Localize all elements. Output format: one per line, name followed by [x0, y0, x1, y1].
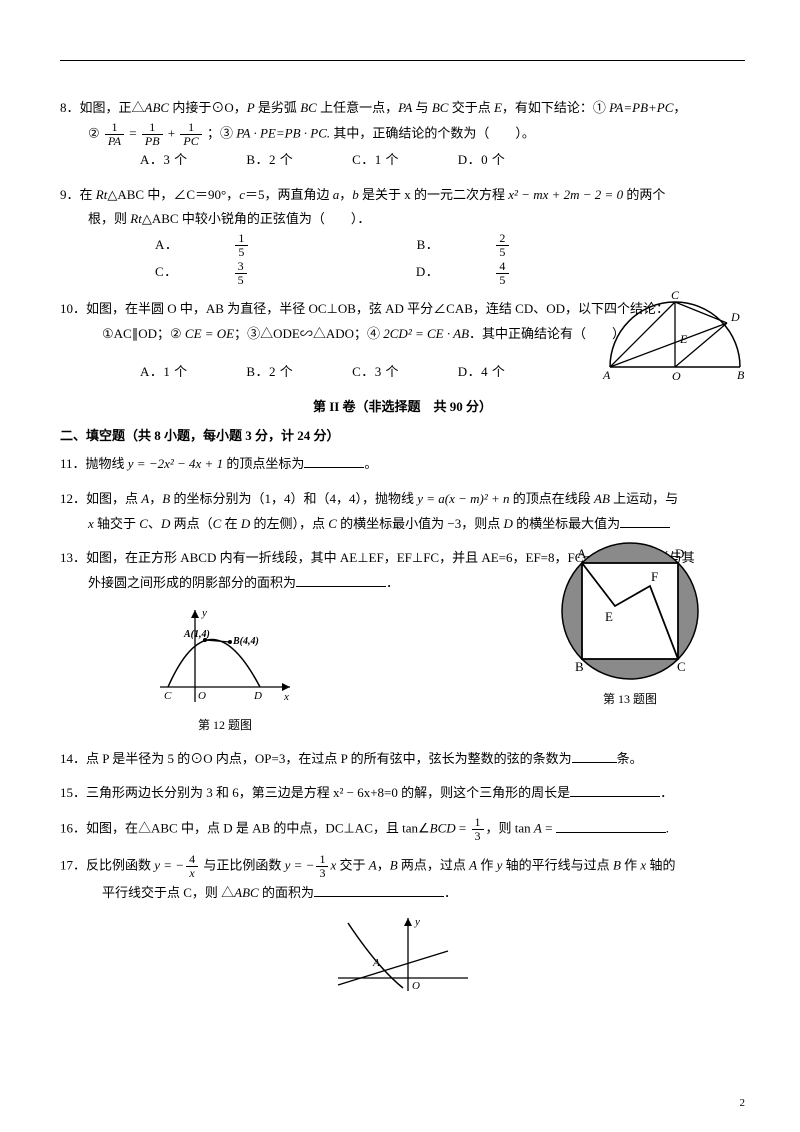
svg-text:y: y	[414, 916, 420, 928]
svg-text:E: E	[605, 609, 613, 624]
page-number: 2	[740, 1093, 746, 1114]
top-rule	[60, 60, 745, 61]
q8-line2: ② 1PA = 1PB + 1PC ；③ PA · PE=PB · PC. 其中…	[60, 121, 745, 148]
question-13: 13．如图，在正方形 ABCD 内有一折线段，其中 AE⊥EF，EF⊥FC，并且…	[60, 546, 745, 736]
q9-line2: 根，则 Rt△ABC 中较小锐角的正弦值为（ ）．	[60, 207, 745, 232]
figure-q13: A D B C E F 第 13 题图	[555, 536, 705, 711]
q10-opt-c: C．3 个	[352, 364, 399, 379]
question-14: 14．点 P 是半径为 5 的⊙O 内点，OP=3，在过点 P 的所有弦中，弦长…	[60, 747, 745, 772]
q10-opt-d: D．4 个	[458, 364, 506, 379]
blank-q16	[556, 820, 666, 833]
q10-opt-b: B．2 个	[246, 364, 293, 379]
q9-opt-c: C．35	[155, 264, 357, 279]
svg-text:A: A	[602, 368, 611, 382]
svg-text:D: D	[253, 690, 262, 702]
svg-text:O: O	[672, 369, 681, 383]
q8-text: 8．如图，正△ABC 内接于⊙O，P 是劣弧 BC 上任意一点，PA 与 BC …	[60, 100, 686, 115]
section-ii-header: 第 II 卷（非选择题 共 90 分）	[60, 395, 745, 420]
question-9: 9．在 Rt△ABC 中，∠C＝90°，c＝5，两直角边 a，b 是关于 x 的…	[60, 183, 745, 287]
fill-blank-header: 二、填空题（共 8 小题，每小题 3 分，计 24 分）	[60, 424, 745, 449]
question-17: 17．反比例函数 y = −4x 与正比例函数 y = −13x 交于 A，B …	[60, 853, 745, 1002]
svg-text:B(4,4): B(4,4)	[232, 636, 259, 647]
question-8: 8．如图，正△ABC 内接于⊙O，P 是劣弧 BC 上任意一点，PA 与 BC …	[60, 96, 745, 173]
question-10: 10．如图，在半圆 O 中，AB 为直径，半径 OC⊥OB，弦 AD 平分∠CA…	[60, 297, 745, 385]
blank-q12	[620, 515, 670, 528]
q9-line1: 9．在 Rt△ABC 中，∠C＝90°，c＝5，两直角边 a，b 是关于 x 的…	[60, 187, 665, 202]
svg-text:E: E	[679, 332, 688, 346]
blank-q17	[314, 884, 444, 897]
svg-text:B: B	[737, 368, 745, 382]
svg-text:A: A	[372, 957, 380, 969]
svg-text:C: C	[677, 659, 686, 674]
blank-q11	[304, 455, 364, 468]
svg-text:D: D	[675, 546, 684, 561]
svg-text:A: A	[577, 546, 587, 561]
q9-opt-d: D．45	[416, 264, 619, 279]
svg-text:C: C	[164, 690, 172, 702]
q8-options: A．3 个 B．2 个 C．1 个 D．0 个	[60, 148, 745, 173]
blank-q15	[570, 784, 660, 797]
blank-q14	[572, 750, 617, 763]
svg-text:D: D	[730, 310, 740, 324]
q8-opt-a: A．3 个	[140, 152, 188, 167]
question-11: 11．抛物线 y = −2x² − 4x + 1 的顶点坐标为。	[60, 452, 745, 477]
svg-text:O: O	[198, 690, 206, 702]
svg-text:C: C	[671, 288, 680, 302]
figure-q10: A B C D E O	[600, 287, 755, 387]
q9-opt-b: B．25	[417, 237, 619, 252]
question-15: 15．三角形两边长分别为 3 和 6，第三边是方程 x² − 6x+8=0 的解…	[60, 781, 745, 806]
svg-text:F: F	[651, 569, 658, 584]
question-12: 12．如图，点 A，B 的坐标分别为（1，4）和（4，4），抛物线 y = a(…	[60, 487, 745, 536]
blank-q13	[296, 574, 386, 587]
svg-text:B: B	[575, 659, 584, 674]
q10-opt-a: A．1 个	[140, 364, 188, 379]
svg-text:y: y	[201, 607, 207, 619]
q8-opt-c: C．1 个	[352, 152, 399, 167]
svg-text:x: x	[283, 691, 289, 703]
question-16: 16．如图，在△ABC 中，点 D 是 AB 的中点，DC⊥AC，且 tan∠B…	[60, 816, 745, 843]
figure-q17: A O y	[60, 913, 745, 1002]
svg-text:A(1,4): A(1,4)	[183, 629, 210, 640]
q8-opt-b: B．2 个	[246, 152, 293, 167]
figure-q12: A(1,4) B(4,4) C D O x y 第 12 题图	[150, 602, 300, 737]
q9-options: A．15 B．25 C．35 D．45	[60, 232, 745, 287]
q9-opt-a: A．15	[155, 237, 358, 252]
svg-text:O: O	[412, 980, 420, 992]
q8-opt-d: D．0 个	[458, 152, 506, 167]
